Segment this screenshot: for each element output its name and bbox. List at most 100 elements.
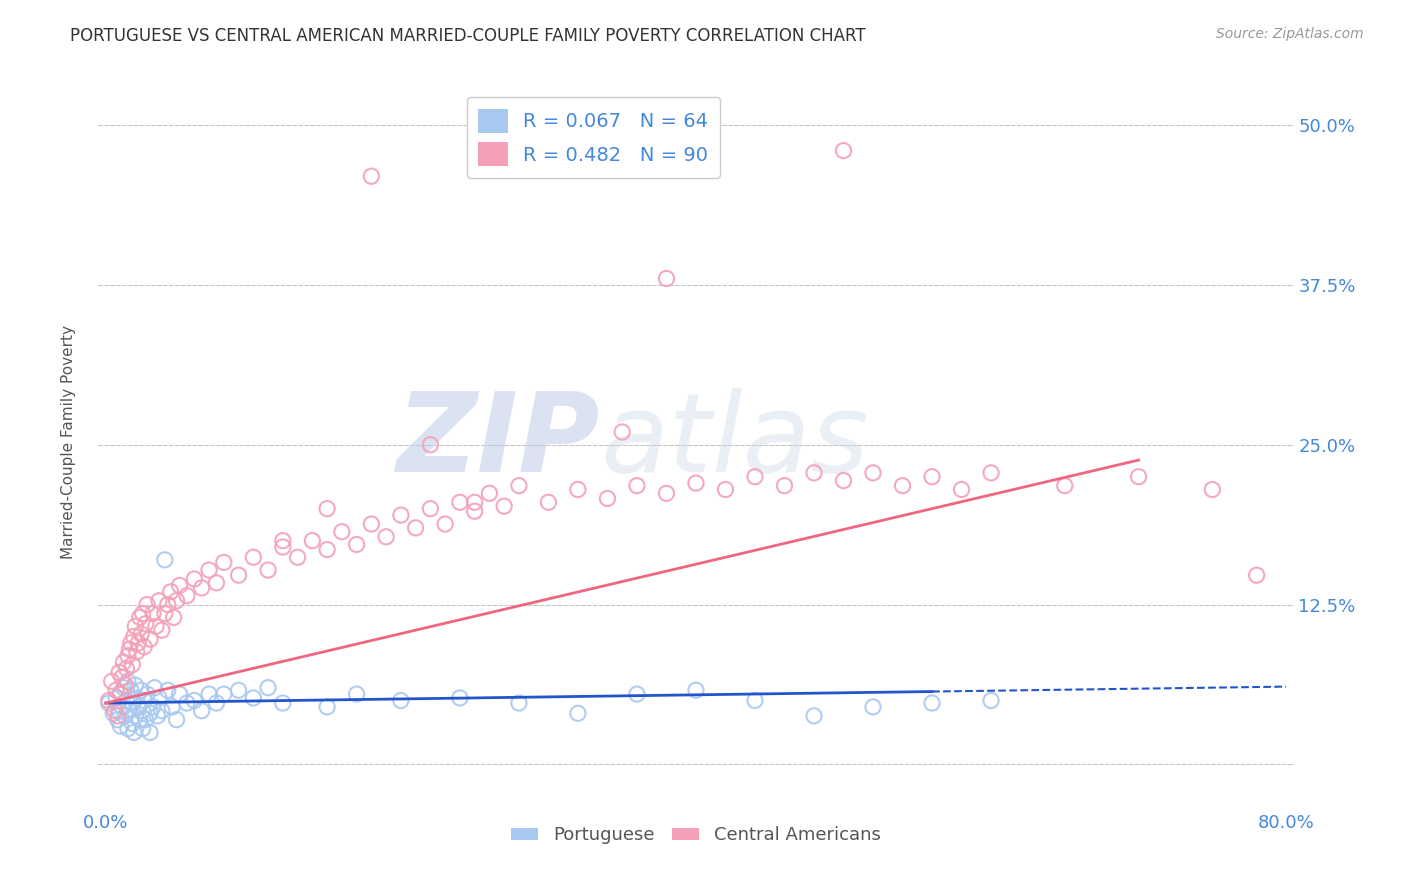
Point xyxy=(156,683,179,698)
Point xyxy=(135,616,157,631)
Point xyxy=(346,687,368,701)
Point xyxy=(114,678,136,692)
Point xyxy=(375,530,398,544)
Point xyxy=(567,483,589,497)
Point xyxy=(131,704,153,718)
Point xyxy=(117,722,139,736)
Point xyxy=(685,683,707,698)
Point xyxy=(478,486,501,500)
Legend: Portuguese, Central Americans: Portuguese, Central Americans xyxy=(503,819,889,852)
Point xyxy=(148,690,170,705)
Point xyxy=(169,578,191,592)
Point xyxy=(136,687,159,701)
Point xyxy=(129,627,152,641)
Point xyxy=(121,657,143,672)
Point xyxy=(508,696,530,710)
Point xyxy=(190,581,212,595)
Point xyxy=(122,725,145,739)
Point xyxy=(360,516,382,531)
Point xyxy=(128,713,150,727)
Point xyxy=(115,693,138,707)
Point xyxy=(118,704,141,718)
Point xyxy=(127,699,149,714)
Point xyxy=(316,699,339,714)
Point xyxy=(212,555,235,569)
Point xyxy=(1246,568,1268,582)
Point xyxy=(862,699,884,714)
Point xyxy=(176,696,198,710)
Point xyxy=(120,636,142,650)
Point xyxy=(114,709,136,723)
Point xyxy=(612,425,634,439)
Point xyxy=(135,713,157,727)
Point xyxy=(596,491,619,506)
Point xyxy=(105,690,128,705)
Point xyxy=(166,713,188,727)
Point xyxy=(122,630,145,644)
Point xyxy=(108,665,131,680)
Point xyxy=(271,696,294,710)
Point xyxy=(176,589,198,603)
Point xyxy=(127,636,149,650)
Point xyxy=(183,693,205,707)
Point xyxy=(156,598,179,612)
Point xyxy=(832,144,855,158)
Point xyxy=(419,438,441,452)
Point xyxy=(128,610,150,624)
Point xyxy=(124,709,146,723)
Point xyxy=(655,271,678,285)
Text: PORTUGUESE VS CENTRAL AMERICAN MARRIED-COUPLE FAMILY POVERTY CORRELATION CHART: PORTUGUESE VS CENTRAL AMERICAN MARRIED-C… xyxy=(70,27,866,45)
Point xyxy=(212,687,235,701)
Point xyxy=(242,690,264,705)
Point xyxy=(360,169,382,184)
Point xyxy=(118,642,141,657)
Point xyxy=(136,598,159,612)
Point xyxy=(316,501,339,516)
Point xyxy=(330,524,353,539)
Point xyxy=(110,687,132,701)
Point xyxy=(105,683,128,698)
Point xyxy=(464,495,486,509)
Point xyxy=(205,696,228,710)
Point xyxy=(148,593,170,607)
Point xyxy=(464,504,486,518)
Point xyxy=(389,508,412,522)
Point xyxy=(142,699,165,714)
Y-axis label: Married-Couple Family Poverty: Married-Couple Family Poverty xyxy=(62,325,76,558)
Point xyxy=(146,709,169,723)
Point xyxy=(100,674,122,689)
Point xyxy=(131,722,153,736)
Point xyxy=(160,699,183,714)
Point xyxy=(862,466,884,480)
Point xyxy=(129,683,152,698)
Point xyxy=(626,478,648,492)
Point xyxy=(655,486,678,500)
Point xyxy=(145,619,167,633)
Point xyxy=(142,607,165,621)
Point xyxy=(124,619,146,633)
Point xyxy=(139,706,162,721)
Point xyxy=(153,553,176,567)
Point xyxy=(257,563,280,577)
Point xyxy=(112,655,135,669)
Point xyxy=(803,709,825,723)
Point xyxy=(242,550,264,565)
Point xyxy=(107,709,129,723)
Point xyxy=(150,704,173,718)
Point xyxy=(257,681,280,695)
Point xyxy=(389,693,412,707)
Point xyxy=(198,563,221,577)
Point xyxy=(153,607,176,621)
Point xyxy=(134,693,156,707)
Point xyxy=(1201,483,1223,497)
Point xyxy=(1128,469,1150,483)
Point xyxy=(773,478,796,492)
Point xyxy=(508,478,530,492)
Point xyxy=(832,474,855,488)
Point xyxy=(714,483,737,497)
Point xyxy=(104,704,127,718)
Point xyxy=(131,607,153,621)
Point xyxy=(1053,478,1076,492)
Point xyxy=(205,575,228,590)
Point xyxy=(449,690,471,705)
